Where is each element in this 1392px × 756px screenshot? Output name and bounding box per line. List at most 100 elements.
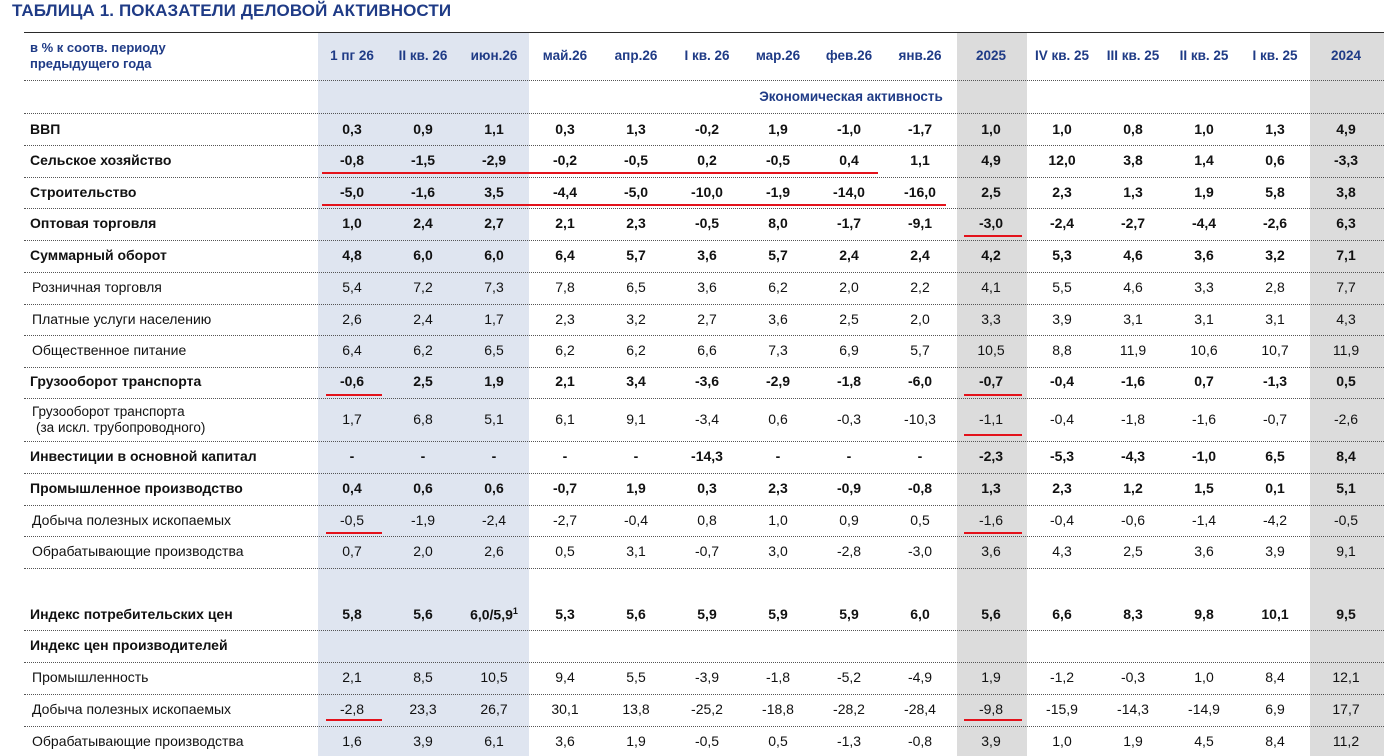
table-cell: 9,8 xyxy=(1194,606,1214,622)
table-cell: 8,3 xyxy=(1123,606,1143,622)
row-rule xyxy=(24,367,1384,368)
table-cell: 1,3 xyxy=(1265,121,1285,137)
row-label: Сельское хозяйство xyxy=(30,152,172,168)
table-cell: 13,8 xyxy=(622,701,650,717)
column-header: июн.26 xyxy=(470,48,518,63)
table-cell: -5,0 xyxy=(623,184,649,200)
table-cell: -2,7 xyxy=(552,512,578,528)
row-rule xyxy=(24,694,1384,695)
table-cell: 0,3 xyxy=(697,480,717,496)
table-cell: 5,1 xyxy=(1336,480,1356,496)
table-cell: 7,3 xyxy=(768,342,788,358)
table-cell: -4,9 xyxy=(907,669,933,685)
table-cell: 10,1 xyxy=(1261,606,1289,622)
table-cell: 3,6 xyxy=(981,543,1001,559)
row-label-line-1: Грузооборот транспорта xyxy=(32,404,185,419)
table-cell: -1,6 xyxy=(410,184,436,200)
table-cell: 9,5 xyxy=(1336,606,1356,622)
table-cell: 26,7 xyxy=(480,701,508,717)
table-cell: -0,5 xyxy=(694,733,720,749)
table-cell: -1,0 xyxy=(1191,448,1217,464)
row-label: Индекс потребительских цен xyxy=(30,606,233,622)
table-cell: 3,2 xyxy=(626,311,646,327)
table-cell: -0,8 xyxy=(907,733,933,749)
table-cell: 3,8 xyxy=(1123,152,1143,168)
underline-agriculture xyxy=(322,172,878,174)
table-cell: 6,5 xyxy=(626,279,646,295)
table-cell: 1,3 xyxy=(626,121,646,137)
table-cell: 3,6 xyxy=(768,311,788,327)
table-cell: 4,3 xyxy=(1052,543,1072,559)
table-cell: 6,4 xyxy=(555,247,575,263)
table-cell: 1,9 xyxy=(626,733,646,749)
table-cell: 5,3 xyxy=(555,606,575,622)
table-cell: 2,7 xyxy=(484,215,504,231)
table-cell: -1,3 xyxy=(836,733,862,749)
table-cell: 5,9 xyxy=(839,606,859,622)
table-cell: -6,0 xyxy=(907,373,933,389)
table-cell: 3,6 xyxy=(697,247,717,263)
table-cell: -0,8 xyxy=(339,152,365,168)
section-rule xyxy=(24,113,1384,114)
table-cell: - xyxy=(491,448,497,464)
table-cell: 7,7 xyxy=(1336,279,1356,295)
table-cell: -1,9 xyxy=(765,184,791,200)
table-cell: -1,2 xyxy=(1049,669,1075,685)
table-cell: -3,9 xyxy=(694,669,720,685)
table-cell: -0,7 xyxy=(1262,411,1288,427)
table-cell: 3,3 xyxy=(1194,279,1214,295)
table-cell: -2,7 xyxy=(1120,215,1146,231)
row-label: Добыча полезных ископаемых xyxy=(32,701,232,717)
table-cell: 11,9 xyxy=(1332,342,1360,358)
table-cell: 4,2 xyxy=(981,247,1001,263)
table-cell: 0,5 xyxy=(910,512,930,528)
table-cell: 2,3 xyxy=(1052,480,1072,496)
table-cell: -0,5 xyxy=(694,215,720,231)
row-rule xyxy=(24,335,1384,336)
table-cell: 5,4 xyxy=(342,279,362,295)
table-cell: 2,3 xyxy=(768,480,788,496)
column-header: 2024 xyxy=(1330,48,1362,63)
table-cell: 6,6 xyxy=(697,342,717,358)
column-header: II кв. 25 xyxy=(1179,48,1229,63)
table-cell: 2,4 xyxy=(413,311,433,327)
table-cell: 5,6 xyxy=(981,606,1001,622)
table-cell: 6,2 xyxy=(626,342,646,358)
table-cell: - xyxy=(917,448,923,464)
table-cell: 9,1 xyxy=(626,411,646,427)
table-cell: 2,3 xyxy=(555,311,575,327)
table-cell: -0,7 xyxy=(978,373,1004,389)
table-cell: 2,5 xyxy=(413,373,433,389)
row-label: Строительство xyxy=(30,184,137,200)
row-rule xyxy=(24,536,1384,537)
table-cell: -5,0 xyxy=(339,184,365,200)
table-cell: -4,3 xyxy=(1120,448,1146,464)
table-cell: 4,9 xyxy=(981,152,1001,168)
table-cell: 1,0 xyxy=(1052,733,1072,749)
row-rule xyxy=(24,726,1384,727)
underline-ppi-mining-1h26 xyxy=(326,719,382,721)
table-cell: 2,4 xyxy=(413,215,433,231)
table-cell: -28,4 xyxy=(904,701,936,717)
table-cell: 1,2 xyxy=(1123,480,1143,496)
table-cell: 5,8 xyxy=(1265,184,1285,200)
table-cell: -3,4 xyxy=(694,411,720,427)
underline-ppi-mining-2025 xyxy=(964,719,1022,721)
table-cell: 6,1 xyxy=(484,733,504,749)
table-cell: -2,9 xyxy=(481,152,507,168)
table-cell: 3,9 xyxy=(413,733,433,749)
table-cell: 2,0 xyxy=(413,543,433,559)
row-rule xyxy=(24,662,1384,663)
table-cell: 1,9 xyxy=(1123,733,1143,749)
column-header: май.26 xyxy=(542,48,588,63)
table-cell: 1,0 xyxy=(1194,121,1214,137)
table-cell: 1,7 xyxy=(484,311,504,327)
footnote-mark: 1 xyxy=(512,606,518,616)
table-cell: - xyxy=(420,448,426,464)
table-cell: 5,8 xyxy=(342,606,362,622)
table-cell: 7,3 xyxy=(484,279,504,295)
table-cell: 2,1 xyxy=(342,669,362,685)
table-cell: - xyxy=(775,448,781,464)
table-cell: - xyxy=(846,448,852,464)
table-cell: 1,0 xyxy=(342,215,362,231)
